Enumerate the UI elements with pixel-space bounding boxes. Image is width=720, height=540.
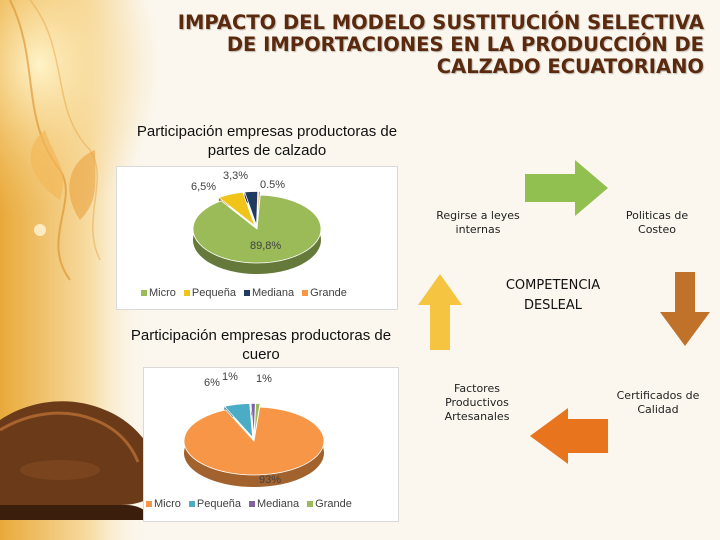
cycle-item-line: Regirse a leyes <box>436 209 520 222</box>
cycle-item-line: Artesanales <box>444 410 510 423</box>
legend-item: Pequeña <box>183 287 236 299</box>
cycle-item-line: internas <box>455 223 501 236</box>
chart1-title-line: Participación empresas productoras de <box>136 123 398 140</box>
legend-item: Micro <box>141 287 176 299</box>
chart1-svg <box>192 191 322 274</box>
chart2-svg <box>183 403 325 487</box>
cycle-item-costeo: Politicas de Costeo <box>605 209 709 237</box>
legend-item: Pequeña <box>188 498 241 510</box>
cycle-item-line: Productivos <box>445 396 509 409</box>
chart1-label-pequena: 6,5% <box>191 181 217 193</box>
cycle-item-certificados: Certificados de Calidad <box>603 389 713 417</box>
legend-item: Mediana <box>248 498 300 510</box>
chart2-label-micro: 93% <box>259 474 282 486</box>
legend-label: Grande <box>315 498 352 510</box>
pie-slice-pequena <box>218 191 256 227</box>
legend-swatch <box>141 290 147 296</box>
legend-label: Pequeña <box>196 498 241 510</box>
legend-label: Mediana <box>256 498 300 510</box>
chart1-label-grande: 0.5% <box>260 179 286 191</box>
chart2-title: Participación empresas productoras de cu… <box>102 326 420 364</box>
center-line: COMPETENCIA <box>505 278 601 293</box>
legend-swatch <box>302 290 309 296</box>
pie-slice-mediana <box>244 191 259 226</box>
chart1-label-micro: 89,8% <box>250 240 282 252</box>
legend-swatch <box>307 501 314 507</box>
chart2-label-mediana: 1% <box>222 371 238 383</box>
legend-item: Grande <box>307 498 352 510</box>
center-line: DESLEAL <box>523 298 583 313</box>
chart2-title-line: cuero <box>242 346 280 363</box>
legend-swatch <box>183 290 190 296</box>
pie-slice-mediana <box>250 403 256 438</box>
legend-swatch <box>243 290 250 296</box>
cycle-item-line: Costeo <box>638 223 676 236</box>
legend-item: Mediana <box>243 287 295 299</box>
legend-label: Micro <box>149 287 176 299</box>
slide-title: IMPACTO DEL MODELO SUSTITUCIÓN SELECTIVA… <box>144 12 704 78</box>
chart1-title: Participación empresas productoras de pa… <box>108 122 426 160</box>
pie-slice-micro <box>192 194 322 264</box>
pie-slice-pequena <box>223 403 254 439</box>
chart2-title-line: Participación empresas productoras de <box>130 327 392 344</box>
cycle-center-label: COMPETENCIA DESLEAL <box>478 276 628 316</box>
legend-item: Micro <box>146 498 181 510</box>
cycle-item-line: Factores <box>454 382 500 395</box>
title-line: CALZADO ECUATORIANO <box>436 55 704 78</box>
legend-label: Mediana <box>251 287 295 299</box>
legend-label: Grande <box>310 287 347 299</box>
chart1-legend: Micro Pequeña Mediana Grande <box>141 287 347 299</box>
chart1-title-line: partes de calzado <box>207 142 327 159</box>
title-line: IMPACTO DEL MODELO SUSTITUCIÓN SELECTIVA <box>177 11 704 34</box>
legend-item: Grande <box>302 287 347 299</box>
legend-swatch <box>146 501 152 507</box>
cycle-item-line: Politicas de <box>625 209 689 222</box>
cycle-item-factores: Factores Productivos Artesanales <box>425 382 529 424</box>
legend-label: Micro <box>154 498 181 510</box>
pie-slice-micro <box>183 406 325 476</box>
legend-swatch <box>248 501 255 507</box>
legend-swatch <box>188 501 195 507</box>
chart1-label-mediana: 3,3% <box>223 170 249 182</box>
chart2-legend: Micro Pequeña Mediana Grande <box>146 498 352 510</box>
cycle-item-leyes: Regirse a leyes internas <box>422 209 534 237</box>
cycle-item-line: Calidad <box>637 403 679 416</box>
title-line: DE IMPORTACIONES EN LA PRODUCCIÓN DE <box>226 33 704 56</box>
chart2-label-pequena: 6% <box>204 377 220 389</box>
chart2-label-grande: 1% <box>256 373 272 385</box>
cycle-item-line: Certificados de <box>616 389 700 402</box>
chart1-parts-footwear: 6,5% 3,3% 0.5% 89,8% Micro Pequeña Media… <box>116 166 398 310</box>
legend-label: Pequeña <box>191 287 236 299</box>
chart2-leather: 6% 1% 1% 93% Micro Pequeña Mediana Grand… <box>143 367 399 522</box>
